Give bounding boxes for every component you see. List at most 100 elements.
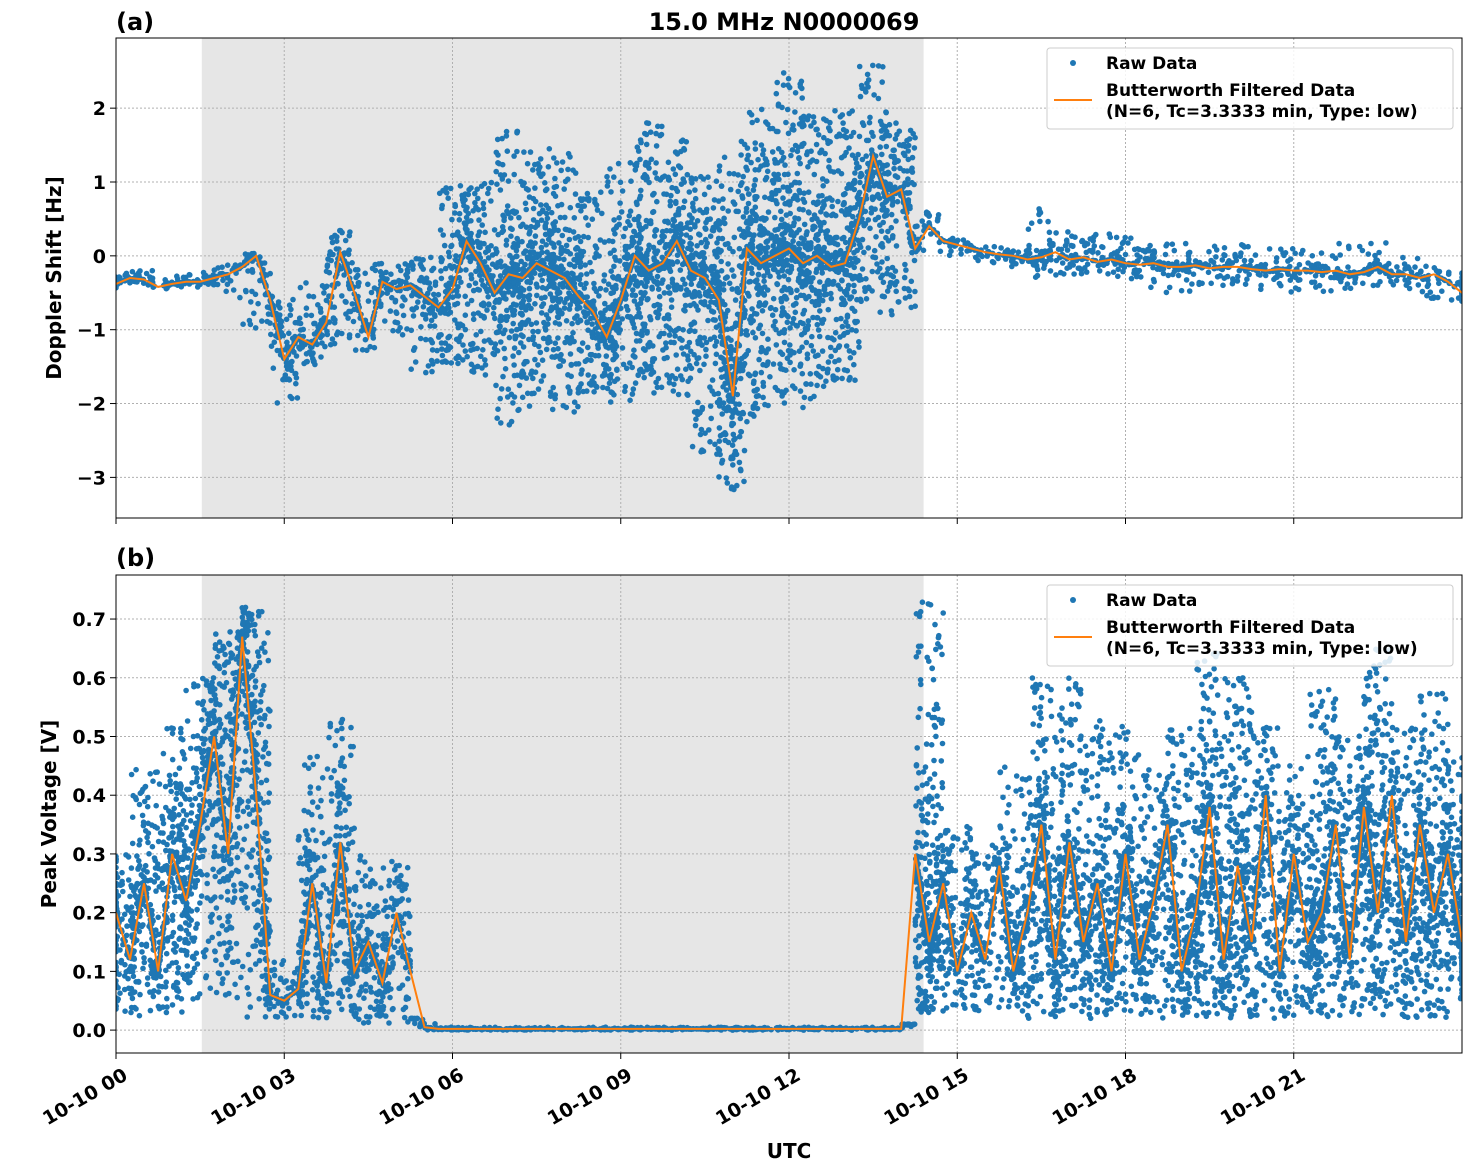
raw-data-point [724,307,731,314]
raw-data-point [889,202,896,208]
raw-data-point [595,352,602,359]
raw-data-point [457,183,464,189]
raw-data-point [838,315,844,322]
raw-data-point [711,197,718,203]
raw-data-point [610,347,617,354]
raw-data-point [627,360,633,366]
raw-data-point [720,196,726,202]
raw-data-point [773,259,780,266]
raw-data-point [799,95,805,101]
raw-data-point [713,338,720,345]
raw-data-point [720,384,726,390]
raw-data-point [851,288,857,295]
raw-data-point [801,140,807,147]
raw-data-point [613,353,620,359]
raw-data-point [311,320,317,327]
raw-data-point [619,316,625,322]
raw-data-point [847,374,853,381]
raw-data-point [792,90,799,96]
raw-data-point [636,213,642,220]
raw-data-point [747,372,753,379]
raw-data-point [346,334,353,341]
raw-data-point [420,257,426,263]
raw-data-point [383,285,390,292]
raw-data-point [1064,265,1070,272]
raw-data-point [582,313,588,320]
raw-data-point [493,246,499,252]
raw-data-point [818,317,825,324]
raw-data-point [858,82,865,89]
raw-data-point [824,212,830,218]
raw-data-point [558,167,564,174]
raw-data-point [796,187,802,194]
raw-data-point [550,384,556,391]
raw-data-point [937,248,944,255]
raw-data-point [608,268,614,275]
raw-data-point [223,288,229,295]
raw-data-point [772,238,778,245]
raw-data-point [759,226,765,233]
raw-data-point [507,252,513,259]
raw-data-point [328,257,335,264]
raw-data-point [662,244,668,251]
raw-data-point [453,336,460,343]
raw-data-point [584,319,590,326]
raw-data-point [1041,265,1047,272]
raw-data-point [878,228,885,234]
raw-data-point [650,244,657,251]
raw-data-point [637,156,643,163]
raw-data-point [567,302,573,308]
raw-data-point [520,182,526,189]
raw-data-point [567,340,573,346]
raw-data-point [703,353,709,360]
raw-data-point [767,273,773,280]
raw-data-point [737,182,744,189]
raw-data-point [606,366,612,372]
raw-data-point [1070,262,1076,268]
raw-data-point [1013,261,1019,267]
raw-data-point [455,360,461,367]
raw-data-point [575,361,582,367]
raw-data-point [395,263,402,270]
raw-data-point [685,378,691,385]
raw-data-point [323,268,330,275]
raw-data-point [813,141,820,148]
raw-data-point [557,296,564,302]
raw-data-point [900,150,907,157]
raw-data-point [520,287,527,293]
raw-data-point [540,335,547,342]
raw-data-point [552,392,559,398]
raw-data-point [468,297,475,304]
raw-data-point [648,363,654,370]
raw-data-point [368,289,375,296]
raw-data-point [887,272,894,278]
raw-data-point [610,275,617,281]
raw-data-point [535,328,541,335]
raw-data-point [630,240,636,246]
raw-data-point [436,190,443,197]
raw-data-point [807,395,814,402]
raw-data-point [555,309,561,315]
raw-data-point [524,160,531,167]
raw-data-point [660,277,666,283]
raw-data-point [643,141,650,148]
raw-data-point [856,189,863,196]
raw-data-point [598,189,604,195]
raw-data-point [530,375,536,382]
raw-data-point [431,323,438,329]
raw-data-point [504,203,511,209]
raw-data-point [721,319,728,325]
raw-data-point [454,258,461,265]
raw-data-point [537,164,543,170]
raw-data-point [975,257,981,264]
raw-data-point [636,195,643,202]
raw-data-point [331,320,338,326]
raw-data-point [670,222,676,229]
raw-data-point [691,207,697,214]
raw-data-point [817,149,823,156]
raw-data-point [593,245,600,252]
raw-data-point [856,344,862,350]
raw-data-point [511,362,517,368]
raw-data-point [1002,249,1009,255]
raw-data-point [964,240,971,246]
